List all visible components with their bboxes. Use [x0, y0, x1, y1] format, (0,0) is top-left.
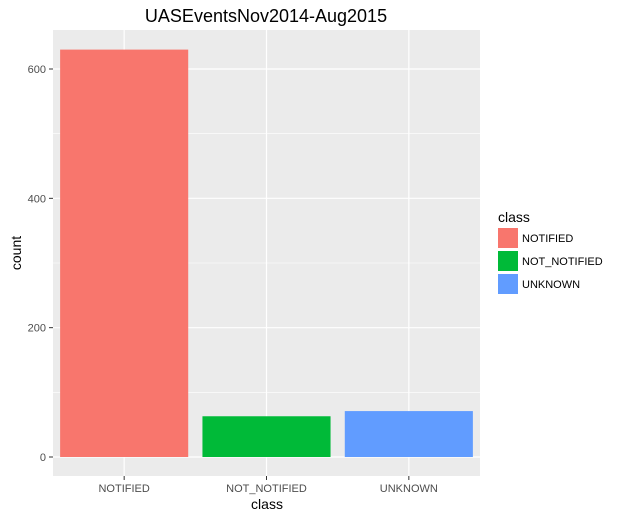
chart-title: UASEventsNov2014-Aug2015 [145, 6, 387, 26]
legend-swatch [498, 274, 518, 294]
x-tick-label: UNKNOWN [380, 483, 438, 495]
legend-label: NOT_NOTIFIED [522, 256, 603, 268]
y-tick-label: 400 [28, 193, 46, 205]
x-tick-label: NOTIFIED [98, 483, 149, 495]
bar-not-notified [202, 416, 331, 457]
legend-swatch [498, 228, 518, 248]
legend-label: UNKNOWN [522, 279, 580, 291]
legend-swatch [498, 251, 518, 271]
bar-notified [60, 49, 189, 457]
legend-title: class [498, 209, 530, 225]
legend-label: NOTIFIED [522, 233, 573, 245]
bars [60, 49, 473, 457]
axis-ticks: 0 200 400 600 NOTIFIED NOT_NOTIFIED UNKNOWN [28, 64, 438, 495]
y-tick-label: 200 [28, 323, 46, 335]
legend: class NOTIFIED NOT_NOTIFIED UNKNOWN [498, 209, 603, 294]
y-tick-label: 0 [40, 452, 46, 464]
x-axis-title: class [251, 496, 283, 512]
bar-unknown [344, 411, 473, 457]
x-tick-label: NOT_NOTIFIED [226, 483, 307, 495]
y-axis-title: count [8, 236, 24, 270]
legend-items: NOTIFIED NOT_NOTIFIED UNKNOWN [498, 228, 603, 294]
y-tick-label: 600 [28, 64, 46, 76]
